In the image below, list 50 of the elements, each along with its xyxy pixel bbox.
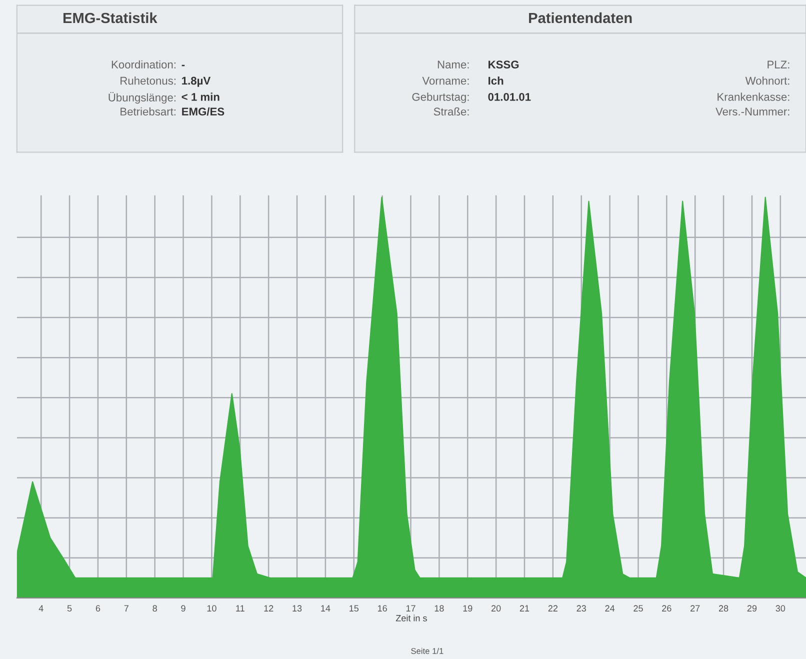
- x-tick-label: 4: [38, 605, 44, 612]
- text: Vers.-Nummer:: [716, 108, 790, 116]
- text: -: [182, 64, 185, 66]
- x-tick-label: 15: [350, 605, 359, 612]
- x-tick-label: 5: [67, 605, 72, 612]
- x-tick-label: 29: [747, 605, 757, 612]
- x-tick-label: 18: [434, 605, 444, 612]
- text: Übungslänge:: [108, 92, 176, 104]
- text: Krankenkasse:: [718, 92, 790, 101]
- text: Vorname:: [422, 76, 469, 85]
- x-tick-label: 30: [776, 605, 786, 612]
- x-tick-label: 13: [292, 605, 302, 612]
- text: Ich: [488, 76, 504, 85]
- x-axis-title: Zeit in s: [396, 614, 427, 622]
- text: Geburtstag:: [412, 92, 469, 104]
- x-tick-label: 8: [152, 605, 157, 612]
- x-tick-label: 20: [491, 605, 501, 612]
- text: < 1 min: [182, 92, 220, 101]
- text: Betriebsart:: [120, 107, 176, 116]
- x-tick-label: 12: [264, 605, 274, 612]
- x-tick-label: 19: [463, 605, 472, 612]
- text: Name:: [438, 60, 469, 69]
- x-tick-label: 27: [690, 605, 700, 612]
- x-tick-label: 28: [718, 605, 728, 612]
- text: EMG-Statistik: [63, 12, 158, 24]
- x-tick-label: 11: [236, 605, 244, 612]
- text: Straße:: [434, 107, 469, 116]
- x-tick-label: 6: [96, 605, 100, 612]
- x-tick-label: 25: [634, 605, 643, 612]
- x-tick-label: 9: [181, 605, 186, 612]
- x-tick-label: 24: [605, 605, 615, 612]
- text: Koordination:: [112, 60, 176, 69]
- x-tick-label: 16: [378, 605, 387, 612]
- text: PLZ:: [768, 60, 790, 68]
- x-tick-label: 14: [321, 605, 330, 612]
- text: 01.01.01: [488, 92, 531, 101]
- x-tick-label: 7: [124, 605, 128, 612]
- text: KSSG: [488, 60, 519, 69]
- x-tick-label: 23: [576, 605, 586, 612]
- text: Seite 1/1: [411, 648, 444, 654]
- x-tick-label: 21: [520, 605, 530, 612]
- x-tick-label: 10: [207, 605, 216, 612]
- text: 1.8µV: [182, 76, 211, 87]
- text: Wohnort:: [745, 76, 790, 85]
- x-tick-label: 22: [548, 605, 558, 612]
- text: EMG/ES: [182, 107, 224, 116]
- x-tick-label: 17: [406, 605, 416, 612]
- text: Ruhetonus:: [120, 76, 176, 85]
- x-tick-label: 26: [662, 605, 672, 612]
- text: Patientendaten: [529, 12, 632, 24]
